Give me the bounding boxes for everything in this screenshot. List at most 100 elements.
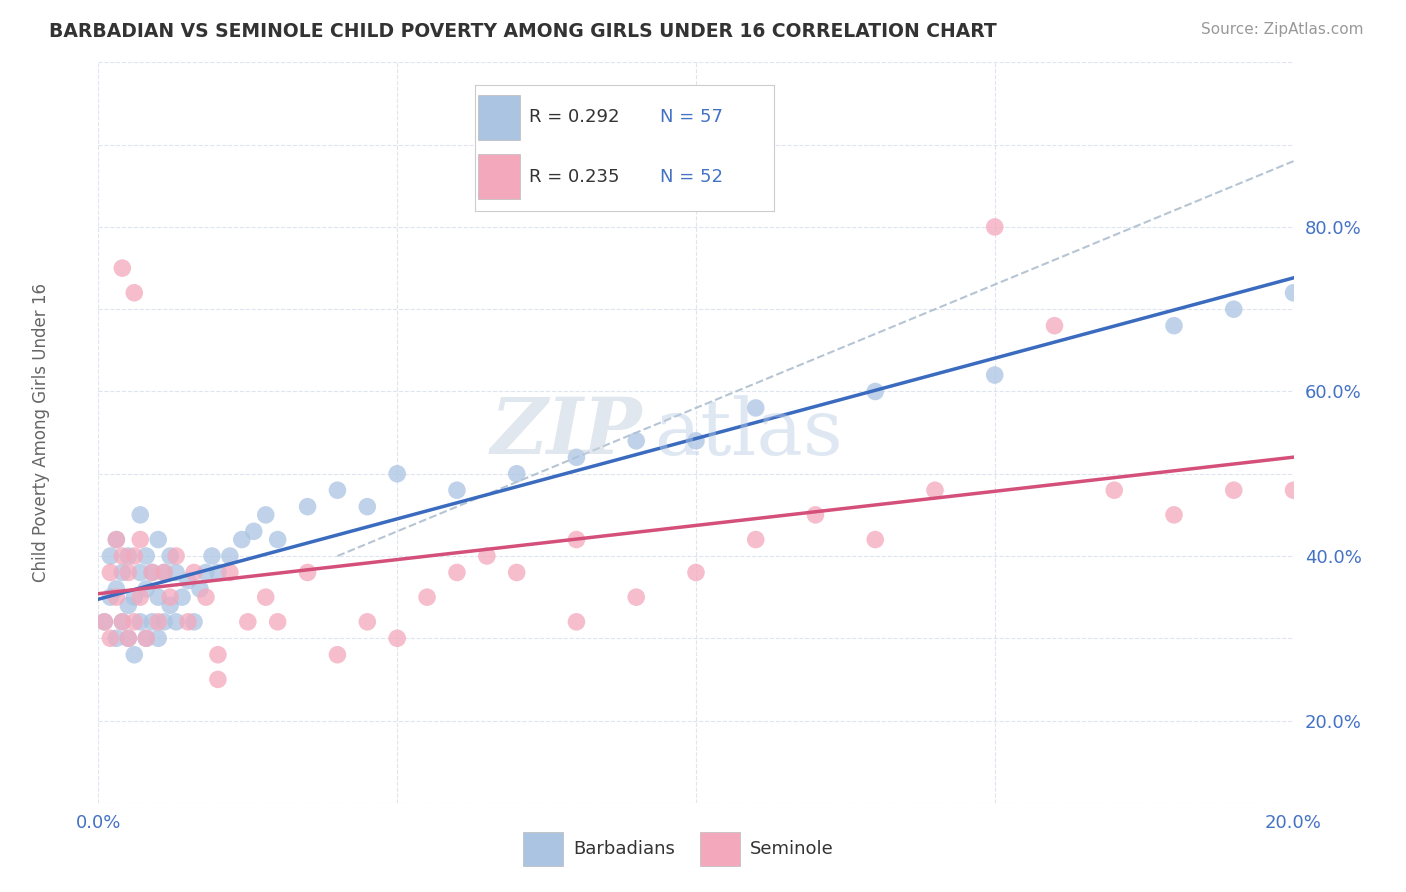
Point <box>117 632 139 646</box>
Point <box>153 566 176 580</box>
Point <box>153 615 176 629</box>
Point <box>183 615 205 629</box>
Point <box>267 615 290 629</box>
Point <box>124 648 146 662</box>
Point <box>267 533 290 547</box>
Text: ZIP: ZIP <box>491 394 643 471</box>
Point <box>135 632 157 646</box>
Point <box>745 401 768 415</box>
Text: atlas: atlas <box>654 395 842 470</box>
Point <box>446 483 468 498</box>
Point <box>565 533 588 547</box>
Point <box>188 582 211 596</box>
Point <box>207 673 229 687</box>
Point <box>685 566 707 580</box>
Point <box>356 615 378 629</box>
Point <box>98 549 122 563</box>
Point <box>111 566 134 580</box>
Point <box>129 533 152 547</box>
Point <box>446 566 468 580</box>
Point <box>254 508 277 522</box>
Point <box>236 615 259 629</box>
Point <box>93 615 115 629</box>
Point <box>98 566 122 580</box>
Point <box>124 285 146 300</box>
Point <box>117 549 139 563</box>
Point <box>475 549 498 563</box>
Point <box>685 434 707 448</box>
Point <box>129 566 152 580</box>
Point <box>297 566 319 580</box>
Point <box>159 599 181 613</box>
Point <box>111 615 134 629</box>
Point <box>565 615 588 629</box>
Point <box>148 533 170 547</box>
Point <box>865 384 887 399</box>
Point <box>129 508 152 522</box>
Point <box>105 582 128 596</box>
Point <box>201 549 224 563</box>
Point <box>129 590 152 604</box>
Point <box>326 648 349 662</box>
Point <box>984 219 1007 234</box>
Point <box>1104 483 1126 498</box>
Point <box>124 549 146 563</box>
Point <box>924 483 946 498</box>
Point <box>98 632 122 646</box>
Point <box>207 566 229 580</box>
Point <box>385 632 409 646</box>
Point <box>111 261 134 276</box>
Point <box>153 566 176 580</box>
Point <box>1043 318 1066 333</box>
Point <box>105 590 128 604</box>
Point <box>141 566 163 580</box>
Point <box>172 590 194 604</box>
Point <box>1223 302 1246 317</box>
Point <box>148 615 170 629</box>
Point <box>416 590 439 604</box>
Point <box>243 524 266 539</box>
Point <box>506 566 529 580</box>
Point <box>93 615 115 629</box>
Point <box>135 549 157 563</box>
Point <box>105 533 128 547</box>
Point <box>356 500 378 514</box>
Point <box>626 434 648 448</box>
Point <box>177 615 200 629</box>
Point <box>219 566 242 580</box>
Point <box>231 533 253 547</box>
Point <box>195 566 218 580</box>
Point <box>159 549 181 563</box>
Point <box>565 450 588 465</box>
Point <box>111 549 134 563</box>
Point <box>219 549 242 563</box>
Point <box>1282 285 1305 300</box>
Point <box>804 508 827 522</box>
Point <box>105 533 128 547</box>
Point <box>165 566 187 580</box>
Point <box>165 549 187 563</box>
Point <box>1282 483 1305 498</box>
Point <box>117 566 139 580</box>
Point <box>141 615 163 629</box>
Point <box>129 615 152 629</box>
Point <box>984 368 1007 382</box>
Point <box>1163 508 1185 522</box>
Point <box>148 632 170 646</box>
Point <box>177 574 200 588</box>
Point <box>326 483 349 498</box>
Point <box>626 590 648 604</box>
Point <box>207 648 229 662</box>
Text: BARBADIAN VS SEMINOLE CHILD POVERTY AMONG GIRLS UNDER 16 CORRELATION CHART: BARBADIAN VS SEMINOLE CHILD POVERTY AMON… <box>49 22 997 41</box>
Point <box>254 590 277 604</box>
Point <box>165 615 187 629</box>
Point <box>141 566 163 580</box>
Point <box>148 590 170 604</box>
Point <box>183 566 205 580</box>
Point <box>195 590 218 604</box>
Point <box>105 632 128 646</box>
Point <box>124 615 146 629</box>
Point <box>865 533 887 547</box>
Point <box>745 533 768 547</box>
Point <box>1223 483 1246 498</box>
